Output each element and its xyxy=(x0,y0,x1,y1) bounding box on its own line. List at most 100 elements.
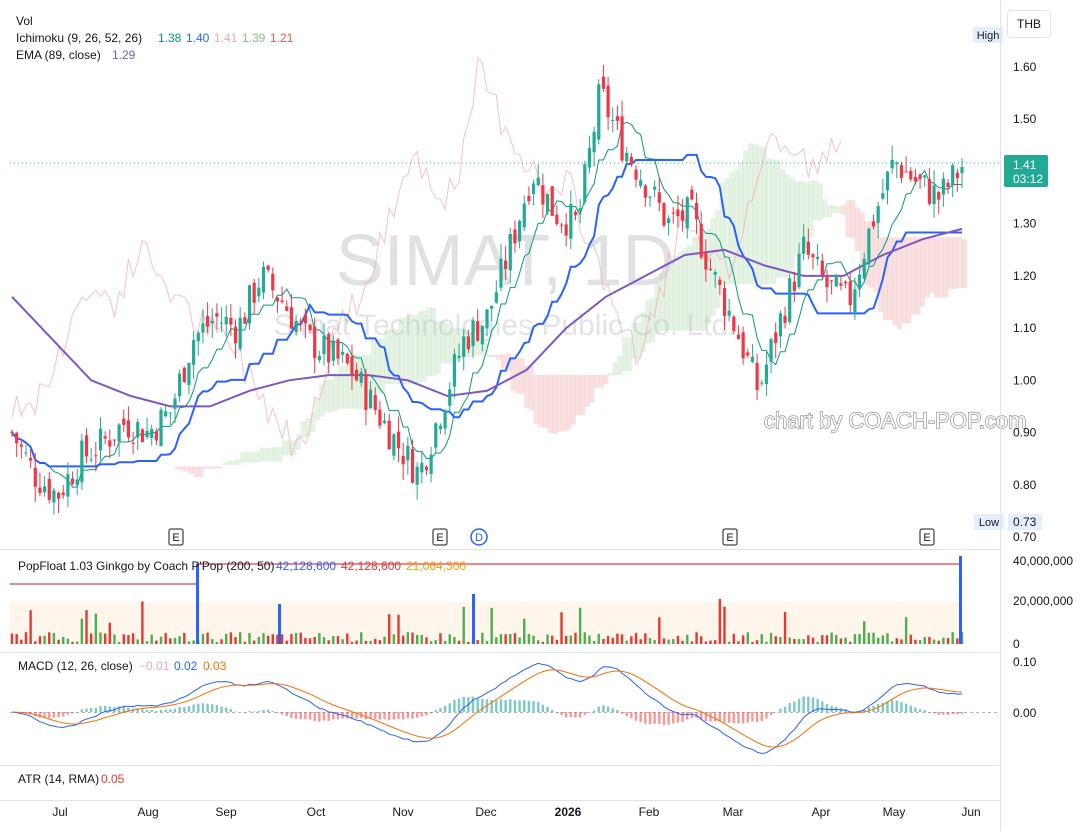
candle[interactable] xyxy=(438,425,443,429)
candle[interactable] xyxy=(755,362,759,391)
candle[interactable] xyxy=(522,203,526,228)
candle[interactable] xyxy=(671,212,675,214)
candle[interactable] xyxy=(667,218,671,224)
candle[interactable] xyxy=(24,452,28,454)
candle[interactable] xyxy=(303,314,307,324)
candle[interactable] xyxy=(359,371,363,383)
candle[interactable] xyxy=(699,223,703,258)
candle[interactable] xyxy=(899,165,904,178)
candle[interactable] xyxy=(429,454,433,474)
candle[interactable] xyxy=(10,431,14,433)
candle[interactable] xyxy=(131,442,135,444)
candle[interactable] xyxy=(657,192,661,203)
candle[interactable] xyxy=(494,292,498,303)
candle[interactable] xyxy=(52,490,56,503)
candle[interactable] xyxy=(853,289,857,313)
dividend-marker[interactable]: D xyxy=(470,528,488,546)
candle[interactable] xyxy=(38,487,42,494)
candle[interactable] xyxy=(811,254,815,258)
candle[interactable] xyxy=(336,339,340,359)
candle[interactable] xyxy=(946,182,950,188)
candle[interactable] xyxy=(769,339,773,362)
candle[interactable] xyxy=(410,448,415,483)
candle[interactable] xyxy=(587,148,592,168)
candle[interactable] xyxy=(718,279,722,286)
marker-shape[interactable] xyxy=(168,528,184,546)
candle[interactable] xyxy=(289,307,294,329)
candle[interactable] xyxy=(848,281,852,306)
candle[interactable] xyxy=(816,256,820,259)
candle[interactable] xyxy=(80,440,84,483)
candle[interactable] xyxy=(648,196,652,198)
candle[interactable] xyxy=(29,457,33,461)
candle[interactable] xyxy=(331,340,335,361)
candle[interactable] xyxy=(136,422,140,438)
candle[interactable] xyxy=(601,76,606,89)
candle[interactable] xyxy=(187,362,191,386)
candle[interactable] xyxy=(620,116,624,161)
candle[interactable] xyxy=(401,456,405,465)
candle[interactable] xyxy=(182,367,186,382)
marker-shape[interactable] xyxy=(470,528,488,546)
candle[interactable] xyxy=(471,320,475,347)
candle[interactable] xyxy=(275,297,280,302)
candle[interactable] xyxy=(196,332,200,342)
candle[interactable] xyxy=(857,274,862,289)
candle[interactable] xyxy=(368,389,373,409)
candle[interactable] xyxy=(918,174,922,179)
candle[interactable] xyxy=(732,316,736,332)
candle[interactable] xyxy=(378,409,382,426)
candle[interactable] xyxy=(736,334,741,340)
candle[interactable] xyxy=(583,164,587,202)
candle[interactable] xyxy=(541,185,545,205)
candle[interactable] xyxy=(164,411,168,417)
candle[interactable] xyxy=(564,224,568,236)
candle[interactable] xyxy=(867,228,871,265)
candle[interactable] xyxy=(122,418,126,425)
candle[interactable] xyxy=(140,429,144,443)
candle[interactable] xyxy=(210,320,214,324)
candle[interactable] xyxy=(871,221,876,227)
candle[interactable] xyxy=(462,336,466,357)
candle[interactable] xyxy=(909,170,913,180)
candle[interactable] xyxy=(960,167,964,174)
candle[interactable] xyxy=(513,229,517,244)
candle[interactable] xyxy=(313,326,317,358)
candle[interactable] xyxy=(531,183,536,195)
candle[interactable] xyxy=(834,275,838,287)
candle[interactable] xyxy=(271,273,275,291)
candle[interactable] xyxy=(727,310,731,316)
candle[interactable] xyxy=(126,420,131,438)
candle[interactable] xyxy=(611,120,615,122)
candle[interactable] xyxy=(89,459,93,461)
candle[interactable] xyxy=(387,420,391,450)
candle[interactable] xyxy=(66,474,70,497)
candle[interactable] xyxy=(760,382,764,384)
candle[interactable] xyxy=(452,354,457,387)
candle[interactable] xyxy=(117,424,121,442)
candle[interactable] xyxy=(951,165,955,186)
candle[interactable] xyxy=(555,214,559,225)
candle[interactable] xyxy=(750,356,755,363)
candle[interactable] xyxy=(615,116,619,121)
candle[interactable] xyxy=(145,430,149,438)
candle[interactable] xyxy=(606,85,610,118)
candle[interactable] xyxy=(881,193,885,199)
candles[interactable] xyxy=(10,64,964,515)
candle[interactable] xyxy=(680,210,685,221)
candle[interactable] xyxy=(545,194,550,213)
candle[interactable] xyxy=(150,429,154,438)
candle[interactable] xyxy=(56,492,61,499)
candle[interactable] xyxy=(392,434,396,456)
candle[interactable] xyxy=(252,282,256,303)
currency-selector[interactable]: THB xyxy=(1007,10,1051,38)
candle[interactable] xyxy=(722,288,727,316)
candle[interactable] xyxy=(783,315,787,324)
candle[interactable] xyxy=(406,445,410,461)
candle[interactable] xyxy=(825,276,829,288)
candle[interactable] xyxy=(746,352,750,356)
candle[interactable] xyxy=(299,321,303,323)
candle[interactable] xyxy=(685,197,689,229)
